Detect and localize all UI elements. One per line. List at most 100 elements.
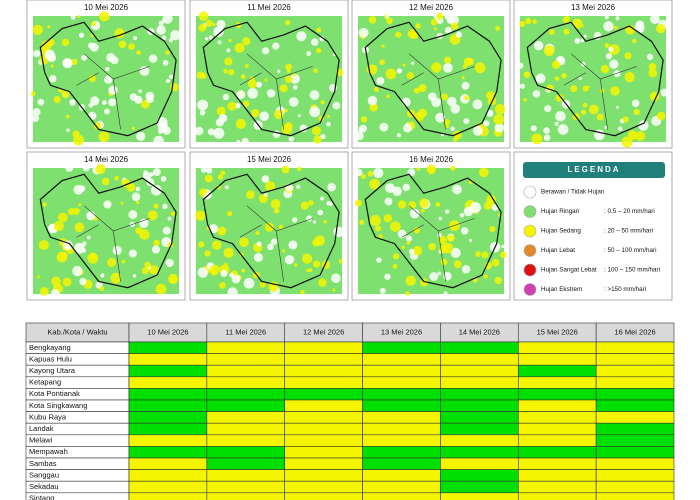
moderate-rain-patch — [73, 134, 84, 146]
dry-patch — [253, 252, 263, 262]
dry-patch — [82, 241, 87, 246]
forecast-cell — [362, 422, 441, 436]
moderate-rain-patch — [226, 210, 233, 217]
moderate-rain-patch — [412, 245, 423, 256]
dry-patch — [609, 59, 619, 69]
forecast-cell — [440, 492, 519, 500]
dry-patch — [459, 212, 465, 218]
dry-patch — [583, 34, 587, 38]
moderate-rain-patch — [632, 38, 637, 44]
moderate-rain-patch — [389, 221, 401, 232]
dry-patch — [288, 240, 298, 250]
dry-patch — [554, 121, 559, 126]
moderate-rain-patch — [77, 15, 81, 19]
dry-patch — [517, 62, 524, 69]
dry-patch — [208, 224, 219, 234]
moderate-rain-patch — [405, 275, 416, 286]
legend-swatch — [523, 185, 537, 199]
moderate-rain-patch — [381, 44, 385, 48]
forecast-cell — [362, 353, 441, 366]
forecast-cell — [440, 457, 519, 470]
legend-range: : 50 – 100 mm/hari — [604, 247, 657, 254]
forecast-cell — [362, 364, 441, 378]
dry-patch — [461, 264, 471, 274]
dry-patch — [649, 14, 660, 25]
moderate-rain-patch — [313, 135, 322, 144]
dry-patch — [197, 99, 209, 111]
dry-patch — [218, 114, 228, 123]
forecast-cell — [362, 411, 441, 424]
dry-patch — [104, 75, 113, 84]
moderate-rain-patch — [414, 112, 424, 122]
dry-patch — [70, 14, 76, 20]
moderate-rain-patch — [408, 200, 417, 209]
moderate-rain-patch — [622, 116, 629, 123]
dry-patch — [226, 48, 231, 53]
forecast-cell — [128, 341, 208, 354]
moderate-rain-patch — [430, 18, 438, 26]
moderate-rain-patch — [170, 211, 176, 217]
dry-patch — [264, 192, 268, 197]
forecast-cell — [362, 446, 441, 459]
dry-patch — [133, 36, 138, 41]
dry-patch — [535, 73, 546, 84]
district-lines — [239, 53, 313, 130]
dry-patch — [220, 269, 228, 277]
dry-patch — [309, 90, 320, 100]
moderate-rain-patch — [600, 64, 610, 74]
moderate-rain-patch — [483, 274, 489, 279]
moderate-rain-patch — [624, 72, 635, 83]
dry-patch — [162, 60, 169, 66]
dry-patch — [132, 274, 137, 278]
forecast-cell — [128, 376, 208, 389]
moderate-rain-patch — [495, 25, 501, 31]
dry-patch — [234, 102, 241, 109]
dry-patch — [153, 135, 165, 147]
dry-patch — [241, 137, 249, 146]
dry-patch — [156, 25, 166, 35]
dry-patch — [284, 254, 295, 265]
dry-patch — [288, 97, 299, 107]
moderate-rain-patch — [354, 199, 363, 207]
moderate-rain-patch — [523, 97, 527, 102]
moderate-rain-patch — [392, 263, 398, 269]
moderate-rain-patch — [99, 11, 110, 22]
moderate-rain-patch — [195, 210, 206, 221]
dry-patch — [461, 81, 470, 90]
dry-patch — [216, 19, 226, 29]
legend-label: Hujan Ringan — [541, 208, 580, 215]
moderate-rain-patch — [435, 202, 441, 207]
dry-patch — [396, 133, 402, 138]
moderate-rain-patch — [489, 226, 496, 233]
forecast-cell — [517, 457, 597, 470]
dry-patch — [447, 96, 457, 107]
dry-patch — [384, 273, 391, 280]
province-outline — [39, 173, 177, 289]
map-panel: 15 Mei 2026 — [189, 151, 349, 301]
moderate-rain-patch — [131, 126, 136, 131]
dry-patch — [437, 271, 442, 276]
dry-patch — [148, 54, 158, 63]
dry-patch — [229, 272, 234, 278]
forecast-cell — [206, 457, 286, 470]
dry-patch — [326, 200, 331, 206]
moderate-rain-patch — [301, 253, 313, 264]
moderate-rain-patch — [532, 19, 537, 24]
dry-patch — [272, 42, 280, 50]
dry-patch — [450, 247, 461, 258]
dry-patch — [385, 183, 395, 193]
legend-swatch — [523, 224, 537, 238]
dry-patch — [291, 217, 298, 223]
moderate-rain-patch — [519, 20, 526, 27]
moderate-rain-patch — [442, 242, 454, 254]
dry-patch — [443, 291, 448, 296]
moderate-rain-patch — [523, 71, 531, 79]
moderate-rain-patch — [478, 167, 489, 178]
forecast-cell — [128, 480, 208, 494]
forecast-cell — [362, 434, 441, 447]
dry-patch — [227, 287, 238, 298]
moderate-rain-patch — [327, 114, 331, 118]
forecast-cell — [517, 353, 597, 366]
moderate-rain-patch — [247, 79, 257, 89]
moderate-rain-patch — [42, 202, 47, 207]
